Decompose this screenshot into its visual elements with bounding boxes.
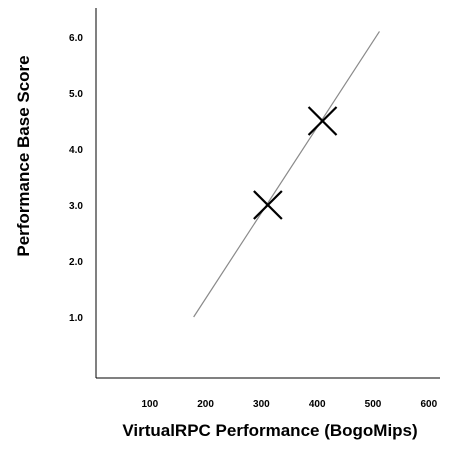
y-tick-label: 2.0 [69,257,83,268]
axes [95,8,440,379]
x-tick-labels: 100 200 300 400 500 600 [141,399,437,410]
data-point [253,190,283,220]
x-tick-label: 600 [420,399,437,410]
data-point [307,106,338,136]
y-tick-label: 4.0 [69,145,83,156]
x-tick-label: 100 [141,399,158,410]
x-tick-label: 300 [253,399,270,410]
x-tick-label: 400 [309,399,326,410]
data-points [253,106,338,220]
x-marker-stroke [253,190,283,220]
y-tick-label: 3.0 [69,201,83,212]
x-axis-title: VirtualRPC Performance (BogoMips) [122,421,417,440]
x-tick-label: 500 [365,399,382,410]
y-axis-title: Performance Base Score [14,55,33,256]
y-tick-label: 6.0 [69,33,83,44]
trend-line [193,31,380,318]
x-marker-stroke [307,106,338,136]
y-tick-label: 1.0 [69,313,83,324]
y-tick-labels: 1.0 2.0 3.0 4.0 5.0 6.0 [69,33,83,324]
x-tick-label: 200 [197,399,214,410]
y-tick-label: 5.0 [69,89,83,100]
